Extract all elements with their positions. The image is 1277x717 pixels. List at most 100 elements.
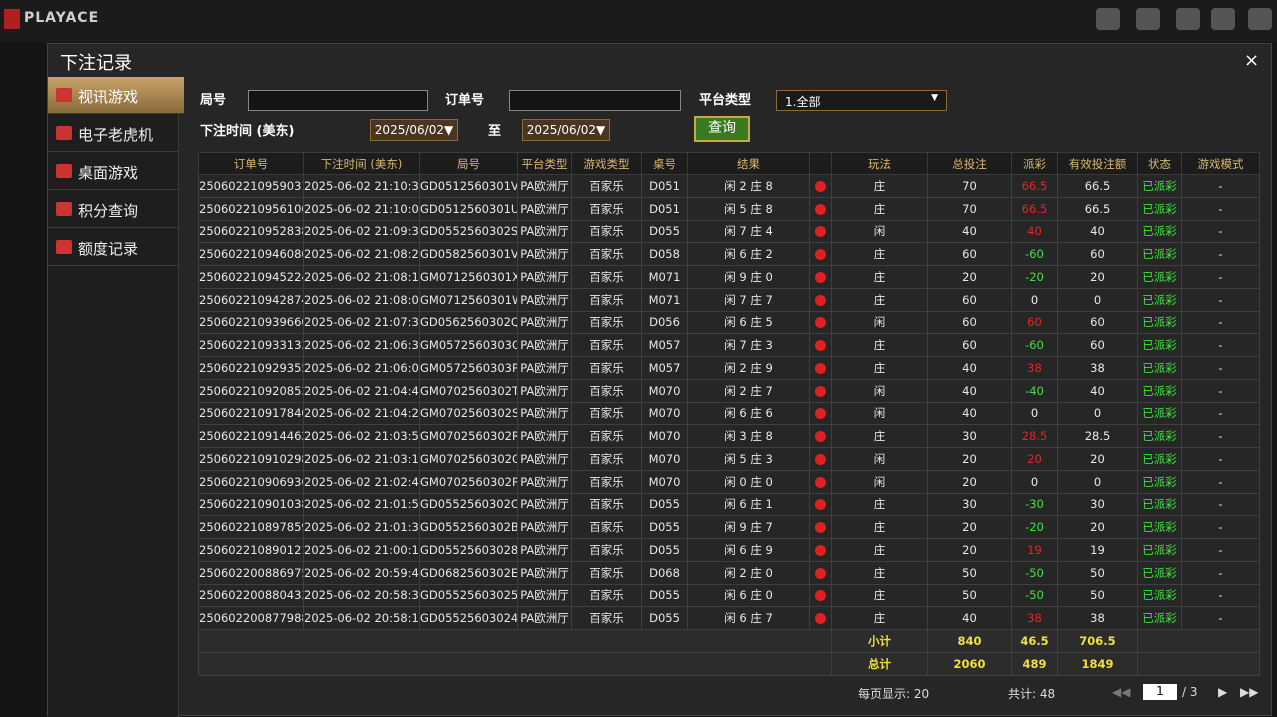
cell: 250602200877988 <box>198 606 304 630</box>
replay-button[interactable] <box>815 476 826 488</box>
page-input[interactable]: 1 <box>1143 684 1177 700</box>
cell: 闲 <box>831 310 928 335</box>
cell: 20 <box>1011 447 1058 471</box>
replay-button[interactable] <box>815 226 826 238</box>
replay-button[interactable] <box>815 590 826 602</box>
round-input[interactable] <box>248 90 428 111</box>
platform-select[interactable]: 1.全部 ▼ <box>776 90 947 111</box>
cell: 30 <box>1057 492 1138 517</box>
column-header: 有效投注额 <box>1057 152 1138 175</box>
page-count: / 3 <box>1182 685 1198 699</box>
bet-row: 250602210906936 2025-06-02 21:02:48 GM0702… <box>198 469 1260 494</box>
header-row: 订单号 下注时间 (美东) 局号 平台类型 游戏类型 桌号 结果 玩法 总投注 派彩 有效投注额 状态… <box>198 152 1260 175</box>
cell: 百家乐 <box>571 606 642 630</box>
replay-button[interactable] <box>815 294 826 306</box>
cell: PA欧洲厅 <box>517 492 572 517</box>
replay-button[interactable] <box>815 203 826 215</box>
replay-button[interactable] <box>815 431 826 443</box>
replay-cell <box>809 265 832 289</box>
replay-button[interactable] <box>815 385 826 397</box>
column-header: 下注时间 (美东) <box>303 152 420 175</box>
date-from[interactable]: 2025/06/02▼ <box>370 119 458 141</box>
cell: 28.5 <box>1057 424 1138 448</box>
cell: 40 <box>927 219 1012 244</box>
replay-button[interactable] <box>815 408 826 420</box>
replay-button[interactable] <box>815 522 826 534</box>
replay-button[interactable] <box>815 362 826 374</box>
cell: GM0702560302Q <box>419 447 518 471</box>
cell: M057 <box>641 333 688 357</box>
cell: PA欧洲厅 <box>517 515 572 539</box>
order-input[interactable] <box>509 90 681 111</box>
next-page[interactable]: ▶ <box>1218 685 1228 699</box>
first-page[interactable]: ◀◀ <box>1112 685 1131 699</box>
summary-cell: 46.5 <box>1011 629 1058 653</box>
bet-row: 250602200877988 2025-06-02 20:58:15 GD0552… <box>198 606 1260 630</box>
replay-button[interactable] <box>815 317 826 329</box>
cell: 百家乐 <box>571 287 642 312</box>
replay-button[interactable] <box>815 249 826 261</box>
cell: 已派彩 <box>1137 606 1182 630</box>
menu-item[interactable]: 额度记录 <box>48 229 179 266</box>
cell: 30 <box>927 492 1012 517</box>
settings-icon[interactable] <box>1211 8 1235 30</box>
column-header: 游戏模式 <box>1181 152 1260 175</box>
dropdown-arrow: ▼ <box>931 93 938 103</box>
music-icon[interactable] <box>1176 8 1200 30</box>
cell: 20 <box>927 469 1012 494</box>
replay-cell <box>809 560 832 585</box>
bet-row: 250602210910298 2025-06-02 21:03:16 GM0702… <box>198 447 1260 471</box>
cell: 百家乐 <box>571 219 642 244</box>
cell: 20 <box>927 447 1012 471</box>
cell: - <box>1181 469 1260 494</box>
cell: 已派彩 <box>1137 310 1182 335</box>
cell: PA欧洲厅 <box>517 583 572 608</box>
vip-icon[interactable] <box>1096 8 1120 30</box>
cell: 38 <box>1011 606 1058 630</box>
cell: -60 <box>1011 333 1058 357</box>
cell: -20 <box>1011 265 1058 289</box>
cell: -60 <box>1011 242 1058 266</box>
menu-item[interactable]: 电子老虎机 <box>48 115 179 152</box>
cell: 0 <box>1011 401 1058 426</box>
cell: 2025-06-02 21:04:48 <box>303 378 420 403</box>
replay-button[interactable] <box>815 499 826 511</box>
date-to[interactable]: 2025/06/02▼ <box>522 119 610 141</box>
cell: 百家乐 <box>571 333 642 357</box>
bet-row: 250602200886975 2025-06-02 20:59:46 GD0682… <box>198 560 1260 585</box>
replay-cell <box>809 310 832 335</box>
chat-icon[interactable] <box>1136 8 1160 30</box>
cell: 70 <box>927 196 1012 221</box>
close-button[interactable]: × <box>1244 50 1260 71</box>
to-label: 至 <box>488 124 502 139</box>
cell: 闲 6 庄 2 <box>687 242 810 266</box>
cell: 庄 <box>831 560 928 585</box>
cell: 已派彩 <box>1137 287 1182 312</box>
cell: 闲 9 庄 0 <box>687 265 810 289</box>
menu-label: 额度记录 <box>78 240 139 258</box>
cell: 66.5 <box>1011 196 1058 221</box>
cell: 百家乐 <box>571 583 642 608</box>
cell: GD05525603024 <box>419 606 518 630</box>
replay-button[interactable] <box>815 567 826 579</box>
replay-button[interactable] <box>815 340 826 352</box>
replay-button[interactable] <box>815 544 826 556</box>
cell: 250602210942874 <box>198 287 304 312</box>
message-icon[interactable] <box>1248 8 1272 30</box>
search-button[interactable]: 查询 <box>694 116 750 142</box>
cell: - <box>1181 378 1260 403</box>
replay-button[interactable] <box>815 453 826 465</box>
menu-item[interactable]: 视讯游戏 <box>48 77 184 114</box>
menu-item[interactable]: 积分查询 <box>48 191 179 228</box>
column-header: 结果 <box>687 152 810 175</box>
cell: PA欧洲厅 <box>517 219 572 244</box>
cell: 百家乐 <box>571 242 642 266</box>
bet-row: 250602210917840 2025-06-02 21:04:20 GM0702… <box>198 401 1260 426</box>
replay-button[interactable] <box>815 613 826 625</box>
last-page[interactable]: ▶▶ <box>1240 685 1259 699</box>
replay-button[interactable] <box>815 180 826 192</box>
cell: 已派彩 <box>1137 219 1182 244</box>
cell: 50 <box>927 583 1012 608</box>
replay-button[interactable] <box>815 271 826 283</box>
menu-item[interactable]: 桌面游戏 <box>48 153 179 190</box>
